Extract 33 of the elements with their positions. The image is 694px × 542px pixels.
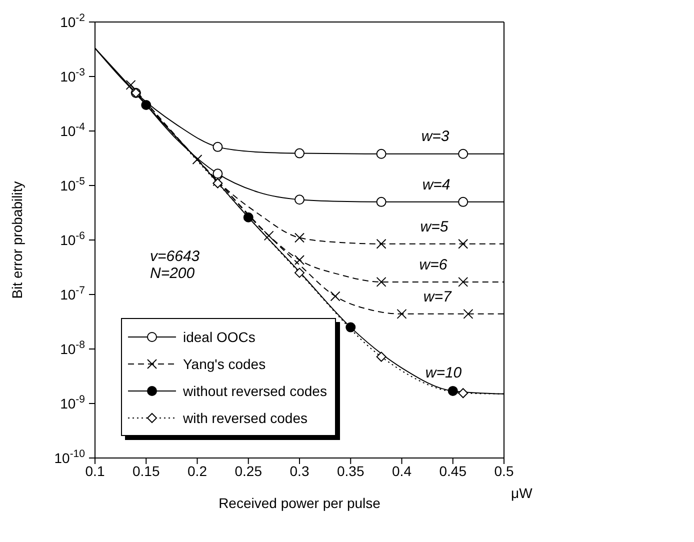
legend-label: without reversed codes	[183, 382, 327, 398]
text: μW	[511, 485, 534, 501]
x-tick-label: 0.15	[132, 462, 160, 479]
legend-label: with reversed codes	[183, 410, 308, 426]
x-tick-label: 0.3	[290, 462, 310, 479]
annotation: w=7	[423, 288, 452, 306]
x-tick-label: 0.2	[188, 462, 208, 479]
annotation: v=6643	[150, 248, 200, 265]
x-tick-label: 0.5	[494, 462, 514, 479]
y-tick-label: 10$^{-8}$	[60, 339, 86, 357]
annotation: w=4	[422, 176, 450, 194]
x-tick-label: 0.35	[337, 462, 364, 479]
annotation: w=6	[419, 256, 448, 274]
y-axis-title: Bit error probability	[8, 181, 25, 299]
annotation: N=200	[150, 265, 196, 282]
y-tick-label: 10$^{-9}$	[60, 394, 86, 412]
annotation: w=3	[421, 128, 450, 146]
y-tick-label: 10$^{-3}$	[60, 66, 86, 84]
y-tick-label: 10$^{-6}$	[60, 230, 86, 248]
y-tick-label: 10$^{-5}$	[60, 176, 86, 194]
x-tick-label: 0.45	[439, 462, 467, 479]
x-tick-label: 0.4	[392, 462, 412, 479]
legend-label: ideal OOCs	[183, 328, 256, 344]
legend-label: Yang's codes	[183, 356, 266, 372]
x-tick-label: 0.25	[234, 462, 262, 479]
y-tick-label: 10$^{-7}$	[60, 284, 86, 302]
y-tick-label: 10$^{-10}$	[54, 448, 86, 466]
annotation: w=5	[420, 218, 449, 236]
y-tick-label: 10$^{-2}$	[60, 12, 86, 30]
annotation: w=10	[425, 364, 462, 382]
x-axis-title: Received power per pulse	[218, 495, 381, 511]
x-tick-label: 0.1	[85, 462, 105, 479]
y-tick-label: 10$^{-4}$	[60, 121, 86, 139]
